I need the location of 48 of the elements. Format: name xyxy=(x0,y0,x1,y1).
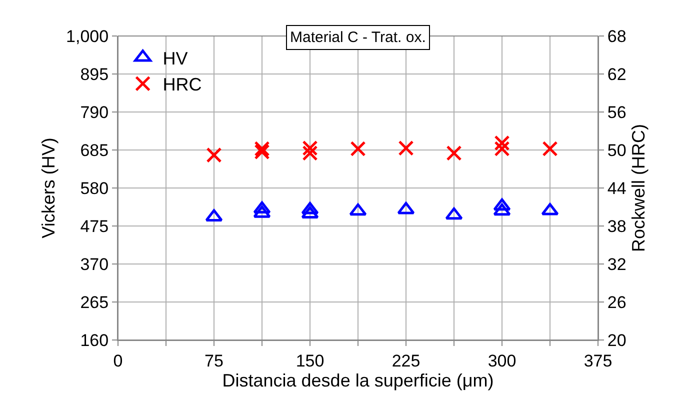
y-tick-label: 265 xyxy=(80,292,109,312)
point xyxy=(349,203,367,216)
point xyxy=(206,147,222,163)
y-tick-label: 160 xyxy=(80,330,109,350)
point xyxy=(397,202,415,214)
x-tick-label: 300 xyxy=(488,351,516,370)
y-tick-label: 580 xyxy=(80,178,109,198)
point xyxy=(302,145,318,161)
y2-axis-title: Rockwell (HRC) xyxy=(628,124,648,252)
y2-tick-label: 26 xyxy=(607,292,626,312)
y2-tick-label: 20 xyxy=(607,330,626,350)
point xyxy=(398,140,414,156)
point xyxy=(446,145,462,161)
legend-label: HRC xyxy=(162,74,202,95)
x-tick-label: 150 xyxy=(296,351,324,370)
x-tick-label: 375 xyxy=(584,351,612,370)
y2-tick-label: 50 xyxy=(607,140,626,160)
point xyxy=(302,140,318,156)
y-tick-label: 370 xyxy=(80,254,109,274)
y-tick-label: 685 xyxy=(80,140,109,160)
y-tick-label: 475 xyxy=(80,216,109,236)
point xyxy=(494,135,510,151)
x-axis-title: Distancia desde la superficie (μm) xyxy=(222,370,494,390)
point xyxy=(445,207,463,220)
x-tick-label: 75 xyxy=(204,351,224,370)
y-tick-label: 790 xyxy=(80,102,109,122)
point xyxy=(301,206,319,219)
chart-title: Material C - Trat. ox. xyxy=(290,29,426,46)
point xyxy=(542,140,558,156)
y-tick-label: 895 xyxy=(80,64,109,84)
y2-tick-label: 32 xyxy=(607,254,626,274)
point xyxy=(254,144,270,160)
y-axis-title: Vickers (HV) xyxy=(38,138,58,238)
y2-tick-label: 38 xyxy=(607,216,626,236)
y2-tick-label: 68 xyxy=(607,26,626,46)
point xyxy=(493,203,511,216)
point xyxy=(301,202,319,214)
y-tick-label: 1,000 xyxy=(66,26,109,46)
x-tick-label: 225 xyxy=(392,351,420,370)
y2-tick-label: 44 xyxy=(607,178,626,198)
point xyxy=(350,140,366,156)
point xyxy=(254,140,270,156)
point xyxy=(494,140,510,156)
legend-label: HV xyxy=(162,48,188,68)
y2-tick-label: 56 xyxy=(607,102,626,122)
x-tick-label: 0 xyxy=(113,351,123,370)
y2-tick-label: 62 xyxy=(607,64,626,84)
point xyxy=(493,198,511,211)
